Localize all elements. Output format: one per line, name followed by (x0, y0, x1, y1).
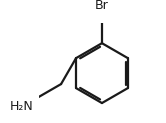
Text: Br: Br (95, 0, 109, 12)
Text: H₂N: H₂N (10, 100, 34, 113)
